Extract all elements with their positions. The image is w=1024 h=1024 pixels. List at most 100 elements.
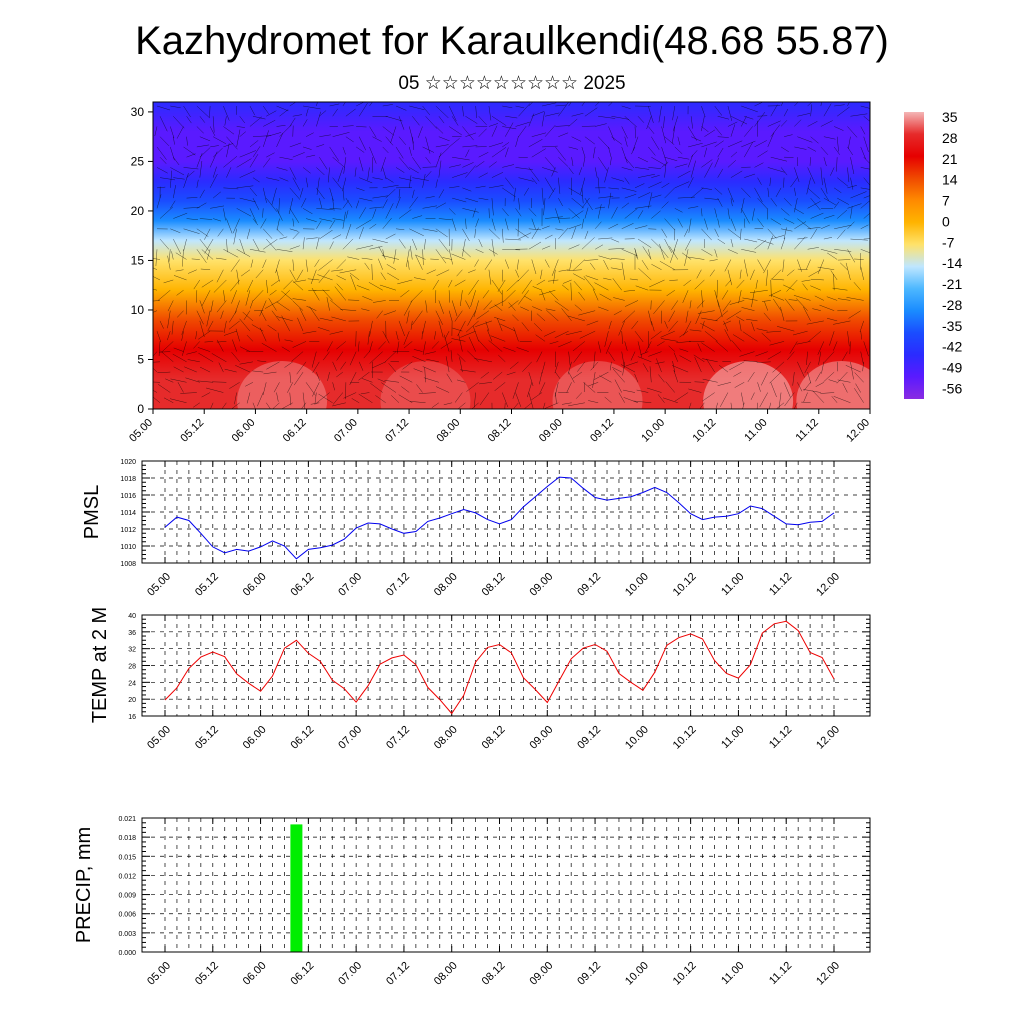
wind-vector <box>504 290 516 301</box>
wind-vector <box>332 156 345 168</box>
wind-vector <box>199 136 211 142</box>
wind-vector <box>199 116 206 123</box>
wind-vector <box>204 238 214 254</box>
wind-vector <box>452 156 470 161</box>
wind-vector <box>239 150 256 158</box>
wind-vector <box>347 299 360 301</box>
wind-vector <box>726 310 742 320</box>
wind-vector <box>688 206 699 209</box>
wind-vector <box>223 187 239 190</box>
wind-vector <box>531 218 536 230</box>
wind-vector <box>465 320 479 333</box>
wind-vector <box>820 249 838 254</box>
wind-vector <box>362 296 373 301</box>
wind-vector <box>448 279 453 288</box>
wind-vector <box>448 105 457 122</box>
wind-vector <box>806 259 811 270</box>
wind-vector <box>820 146 829 155</box>
wind-vector <box>250 259 254 268</box>
wind-vector <box>236 129 241 147</box>
wind-vector <box>716 279 718 298</box>
wind-vector <box>474 228 476 238</box>
wind-vector <box>475 185 486 189</box>
wind-vector <box>181 320 187 335</box>
wind-vector <box>850 113 868 117</box>
wind-vector <box>157 371 171 374</box>
wind-vector <box>701 249 713 256</box>
wind-vector <box>266 361 280 370</box>
wind-vector <box>292 218 295 227</box>
wind-vector <box>558 269 569 272</box>
wind-vector <box>197 380 214 383</box>
wind-vector <box>807 187 820 199</box>
wind-vector <box>577 361 586 372</box>
wind-vector <box>767 235 774 250</box>
wind-vector <box>637 356 652 363</box>
wind-vector <box>302 330 317 334</box>
wind-vector <box>542 102 557 107</box>
wind-vector <box>456 379 466 383</box>
wind-vector <box>513 327 519 342</box>
wind-vector <box>276 269 280 282</box>
wind-vector <box>332 361 337 371</box>
wind-vector <box>739 351 755 357</box>
wind-vector <box>231 290 237 304</box>
wind-vector <box>289 372 292 384</box>
wind-vector <box>255 269 264 279</box>
wind-vector <box>528 139 543 148</box>
wind-vector <box>611 115 630 120</box>
wind-vector <box>423 377 439 383</box>
colorbar-label: -7 <box>942 234 955 250</box>
wind-vector <box>451 300 458 317</box>
wind-vector <box>599 375 612 383</box>
wind-vector <box>723 320 729 332</box>
wind-vector <box>452 327 463 332</box>
wind-vector <box>521 322 529 332</box>
wind-vector <box>388 363 397 373</box>
wind-vector <box>206 310 211 327</box>
wind-vector <box>249 249 266 253</box>
wind-vector <box>358 207 367 219</box>
wind-vector <box>688 256 705 260</box>
wind-vector <box>763 259 771 274</box>
wind-vector <box>478 238 483 248</box>
wind-vector <box>504 402 506 409</box>
wind-vector <box>780 237 786 250</box>
wind-vector <box>579 330 596 339</box>
wind-vector <box>701 141 717 148</box>
wind-vector <box>767 167 785 173</box>
x-tick-label: 10.12 <box>671 960 699 988</box>
wind-vector <box>714 157 720 168</box>
wind-vector <box>719 392 729 408</box>
temp-series-line <box>164 620 835 715</box>
wind-vector <box>608 192 612 209</box>
wind-vector <box>513 187 516 202</box>
wind-vector <box>574 304 583 311</box>
wind-vector <box>594 167 598 179</box>
wind-vector <box>741 187 751 198</box>
x-tick-label: 09.00 <box>527 960 555 988</box>
wind-vector <box>581 237 595 250</box>
wind-vector <box>502 126 517 130</box>
wind-vector <box>727 269 733 286</box>
wind-vector <box>195 331 198 340</box>
wind-vector <box>356 285 370 291</box>
wind-vector <box>430 258 439 260</box>
wind-vector <box>704 147 707 158</box>
wind-vector <box>555 392 557 404</box>
wind-vector <box>276 132 284 148</box>
wind-vector <box>306 305 317 311</box>
wind-vector <box>701 317 718 322</box>
wind-vector <box>637 173 655 178</box>
wind-vector <box>671 126 676 144</box>
wind-vector <box>674 181 690 189</box>
wind-vector <box>279 124 292 137</box>
wind-vector <box>260 218 267 229</box>
wind-vector <box>438 320 444 338</box>
wind-vector <box>276 125 286 127</box>
page-subtitle: 05 ☆☆☆☆☆☆☆☆☆ 2025 <box>398 73 626 94</box>
wind-vector <box>267 324 277 332</box>
wind-vector <box>531 392 543 401</box>
wind-vector <box>742 331 758 342</box>
wind-vector <box>358 393 373 403</box>
